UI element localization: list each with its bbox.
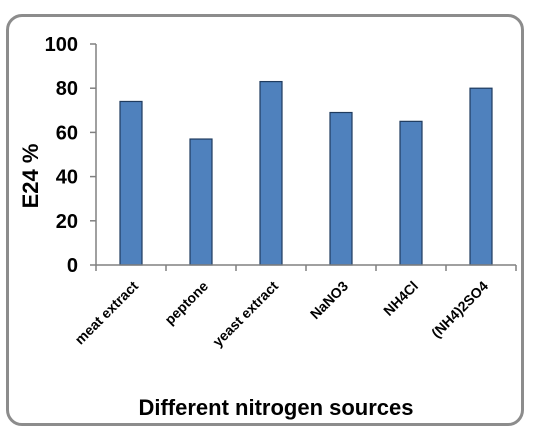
bar-meat-extract xyxy=(119,100,143,266)
y-axis-ticks: 0 20 40 60 80 100 xyxy=(45,34,96,277)
x-tick-label: peptone xyxy=(161,278,211,328)
x-tick-label: NH4Cl xyxy=(380,278,421,319)
bar-nh4-2so4 xyxy=(469,87,493,266)
x-axis-title: Different nitrogen sources xyxy=(138,395,413,420)
y-tick-label: 100 xyxy=(45,34,78,56)
y-tick-label: 0 xyxy=(67,255,78,277)
bar-peptone xyxy=(189,138,213,266)
bar-nh4cl xyxy=(399,120,423,266)
x-tick-label: NaNO3 xyxy=(307,278,351,322)
bars xyxy=(119,80,493,266)
x-tick-label: meat extract xyxy=(71,278,141,348)
y-tick-label: 20 xyxy=(56,211,78,233)
bar-nano3 xyxy=(329,111,353,266)
y-axis-title: E24 % xyxy=(18,144,43,209)
y-tick-label: 60 xyxy=(56,122,78,144)
x-tick-label: (NH4)2SO4 xyxy=(428,278,491,341)
y-tick-label: 80 xyxy=(56,78,78,100)
x-tick-label: yeast extract xyxy=(209,278,281,350)
y-tick-label: 40 xyxy=(56,167,78,189)
bar-yeast-extract xyxy=(259,80,283,266)
